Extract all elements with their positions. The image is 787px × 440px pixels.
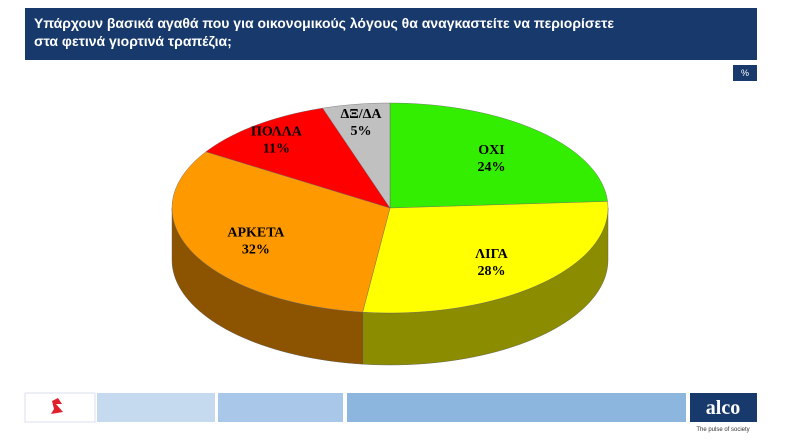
footer-block [347, 393, 686, 422]
slice-value-label: 32% [242, 242, 270, 257]
unit-badge-text: % [741, 68, 749, 78]
slice [389, 102, 608, 209]
brand-box [690, 393, 757, 422]
brand: alco [706, 397, 740, 419]
slice [362, 201, 609, 314]
slice-value-label: 28% [477, 264, 505, 279]
slice-value-label: 5% [351, 124, 372, 139]
slice [322, 102, 391, 209]
chart-title: στα φετινά γιορτινά τραπέζια; [34, 33, 232, 49]
slice-label: ΟΧΙ [478, 143, 504, 158]
unit-badge [733, 65, 757, 81]
slice-value-label: 11% [263, 141, 290, 156]
slice [205, 107, 391, 209]
channel-logo [51, 398, 63, 414]
footer-block [97, 393, 215, 422]
brand-tagline: The pulse of society [696, 427, 749, 433]
title-bar [25, 8, 757, 60]
pie: ΟΧΙ 24% ΛΙΓΑ 28% ΑΡΚΕΤΑ 32% ΠΟΛΛΑ 11% ΔΞ/ΔΑ 5% [171, 102, 609, 366]
footer-block [218, 393, 343, 422]
slice-value-label: 24% [477, 160, 505, 175]
chart-title: Υπάρχουν βασικά αγαθά που για οικονομικο… [34, 15, 614, 31]
footer-logo-box [24, 392, 96, 423]
slice-label: ΠΟΛΛΑ [251, 124, 303, 139]
slice-label: ΔΞ/ΔΑ [340, 107, 382, 122]
slice [171, 151, 391, 313]
slice-label: ΑΡΚΕΤΑ [227, 225, 285, 240]
slice-label: ΛΙΓΑ [475, 247, 509, 262]
